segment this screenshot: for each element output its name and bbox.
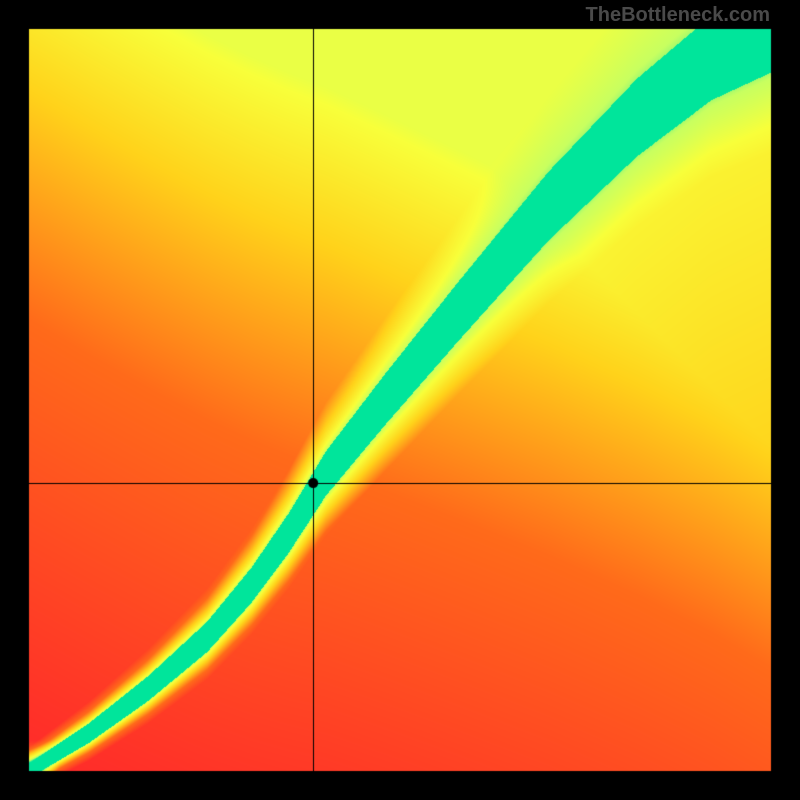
watermark-text: TheBottleneck.com xyxy=(586,4,770,27)
chart-container: TheBottleneck.com xyxy=(0,0,800,800)
heatmap-canvas xyxy=(0,0,800,800)
